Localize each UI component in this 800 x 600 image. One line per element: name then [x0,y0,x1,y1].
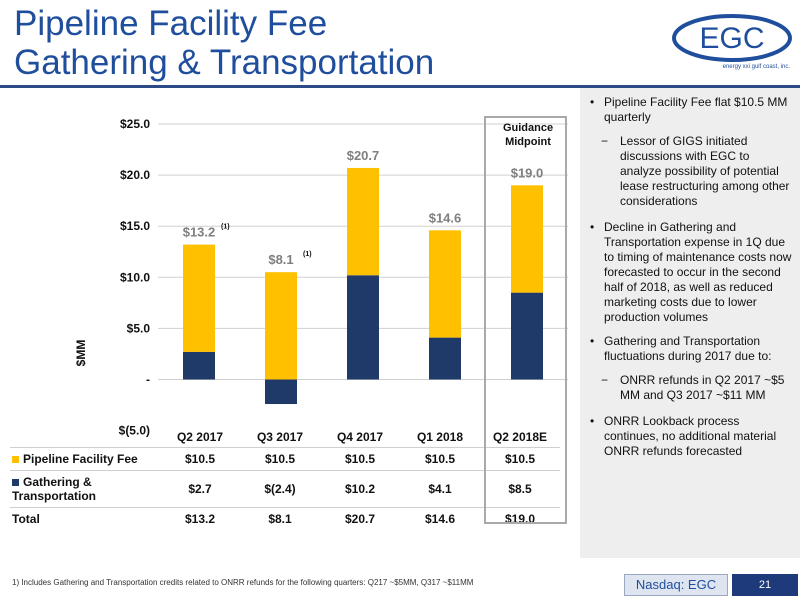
bullet-item: • Decline in Gathering and Transportation… [590,220,792,324]
legend-swatch-pipeline [12,456,19,464]
bar-total-label: $13.2 [183,225,216,240]
stacked-bar-chart: $(5.0) - $5.0 $10.0 $15.0 $20.0 $25.0 $13.2 (1) $… [74,117,568,438]
table-row: Total $13.2 $8.1 $20.7 $14.6 $19.0 [10,507,560,530]
title-line-2: Gathering & Transportation [14,43,435,82]
logo-tagline: energy xxi gulf coast, inc. [722,64,790,70]
bar-total-label: $8.1 [268,252,293,267]
table-cell: $10.5 [160,447,240,471]
title-line-1: Pipeline Facility Fee [14,4,328,43]
sub-bullet-text: ONRR refunds in Q2 2017 ~$5 MM and Q3 20… [620,373,785,402]
title-rule [0,85,800,88]
y-tick-label: - [146,373,150,387]
bar-total-label: $20.7 [347,148,380,163]
row-label-text: Gathering & [23,475,92,489]
y-tick-label: $(5.0) [119,424,150,438]
legend-swatch-gathering [12,479,19,487]
table-cell: $10.5 [320,447,400,471]
y-tick-label: $5.0 [127,321,151,335]
guidance-annotation-line1: Guidance [503,122,553,134]
bar-gathering [429,337,461,380]
bar-pipeline [429,230,461,338]
row-label-text: Pipeline Facility Fee [23,452,138,466]
table-header-row: Q2 2017 Q3 2017 Q4 2017 Q1 2018 Q2 2018E [10,427,560,448]
table-cell: $10.5 [400,447,480,471]
bullet-text: Decline in Gathering and Transportation … [604,220,792,324]
bullet-text: Pipeline Facility Fee flat $10.5 MM quar… [604,95,788,124]
table-cell: $20.7 [320,507,400,530]
bar-pipeline [265,272,297,380]
y-tick-label: $10.0 [120,270,150,284]
bar-gathering [347,275,379,380]
table-header: Q4 2017 [336,430,384,444]
row-label: Gathering & Transportation [10,470,160,508]
bullet-text: Gathering and Transportation fluctuation… [604,334,772,363]
table-header: Q3 2017 [256,430,304,444]
footnote: 1) Includes Gathering and Transportation… [12,578,474,587]
bar-gathering [265,379,297,405]
table-cell: $(2.4) [240,470,320,508]
bullet-item: • ONRR Lookback process continues, no add… [590,414,777,458]
table-cell: $10.5 [240,447,320,471]
row-label: Pipeline Facility Fee [10,447,160,471]
bullet-item: • Gathering and Transportation fluctuatio… [590,334,772,363]
footnote-mark: (1) [221,224,230,231]
table-cell: $8.5 [480,470,560,508]
table-cell: $4.1 [400,470,480,508]
bar-pipeline [183,244,215,352]
bar-gathering [183,351,215,380]
row-label: Total [10,507,160,530]
table-row: Pipeline Facility Fee $10.5 $10.5 $10.5 … [10,447,560,471]
y-axis-label: $MM [74,340,88,367]
footnote-mark: (1) [303,251,312,258]
bar-pipeline [511,185,543,293]
bar-gathering [511,292,543,380]
page-number: 21 [732,574,798,596]
chart-labels: $(5.0) - $5.0 $10.0 $15.0 $20.0 $25.0 $13.2 (1) $… [119,117,544,438]
data-table: Q2 2017 Q3 2017 Q4 2017 Q1 2018 Q2 2018E… [10,427,560,530]
bullet-text: ONRR Lookback process continues, no addi… [604,414,777,458]
footer: 1) Includes Gathering and Transportation… [0,568,800,600]
table-cell: $13.2 [160,507,240,530]
logo-text: EGC [699,22,764,55]
table-header: Q2 2017 [176,430,224,444]
table-row: Gathering & Transportation $2.7 $(2.4) $1… [10,470,560,508]
table-cell: $10.5 [480,447,560,471]
table-header: Q1 2018 [416,430,464,444]
sub-bullet-item: − ONRR refunds in Q2 2017 ~$5 MM and Q3 2… [601,373,785,402]
logo-swoosh-icon: EGC [672,14,792,62]
bar-pipeline [347,167,379,276]
bar-total-label: $14.6 [429,210,462,225]
row-label-text: Transportation [12,489,97,503]
sub-bullet-item: − Lessor of GIGS initiated discussions wi… [601,134,790,208]
table-cell: $19.0 [480,507,560,530]
y-tick-label: $20.0 [120,168,150,182]
page-title: Pipeline Facility Fee Gathering & Transp… [14,4,434,82]
egc-logo: EGC energy xxi gulf coast, inc. [664,8,792,74]
sub-bullet-text: Lessor of GIGS initiated discussions wit… [620,134,790,208]
y-tick-label: $15.0 [120,219,150,233]
guidance-highlight-box [484,116,567,524]
bullets-panel [580,88,800,558]
table-cell: $14.6 [400,507,480,530]
bullet-list: • Pipeline Facility Fee flat $10.5 MM qua… [588,95,793,468]
table-cell: $2.7 [160,470,240,508]
bar-total-label: $19.0 [511,165,544,180]
table-cell: $10.2 [320,470,400,508]
ticker-badge: Nasdaq: EGC [624,574,728,596]
y-tick-label: $25.0 [120,117,150,131]
bullet-item: • Pipeline Facility Fee flat $10.5 MM qua… [590,95,788,124]
guidance-annotation-line2: Midpoint [505,136,551,148]
table-header: Q2 2018E [492,430,548,444]
table-cell: $8.1 [240,507,320,530]
table-corner [10,427,160,448]
chart-bars [183,167,543,405]
